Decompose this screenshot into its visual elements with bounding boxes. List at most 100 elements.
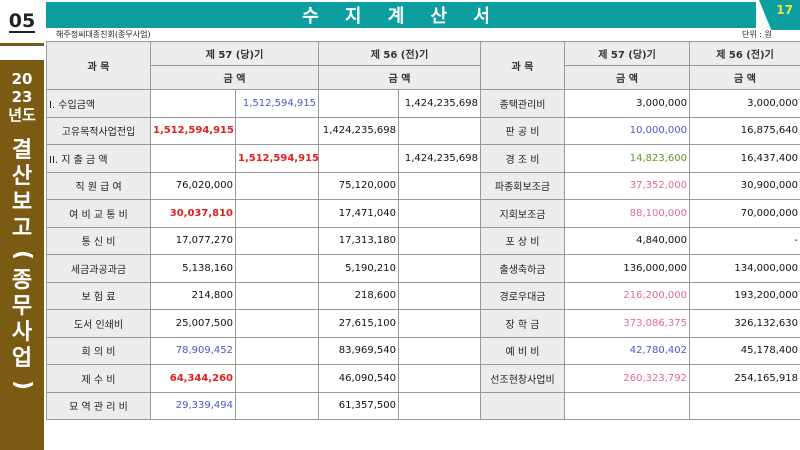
cur-amount-sub: 64,344,260 [150,364,236,393]
row-label: 고유목적사업전입 [46,116,151,145]
prev-amount: 193,200,000 [689,281,800,310]
prev-amount-sub: 83,969,540 [318,336,399,365]
cur-amount: 14,823,600 [564,144,690,173]
prev-amount-sub: 17,471,040 [318,199,399,228]
vertical-char: 고 [11,216,33,241]
cur-period-header: 제 57 (당)기 [564,41,690,66]
prev-amount-sub [318,89,399,118]
cur-amount: 216,200,000 [564,281,690,310]
vertical-char: 결 [11,138,33,163]
page-number-badge: 17 [759,0,800,30]
year-line: 20 [11,70,33,88]
page-number: 17 [776,3,793,17]
prev-amount-sub: 75,120,000 [318,171,399,200]
cur-amount: 4,840,000 [564,226,690,255]
cur-amount-sub: 30,037,810 [150,199,236,228]
year-line: 23 [11,88,33,106]
cur-amount-sub: 214,800 [150,281,236,310]
prev-amount-sub: 27,615,100 [318,309,399,338]
cur-amount-sub: 76,020,000 [150,171,236,200]
cur-amount-sub [150,89,236,118]
table-row: 도서 인쇄비 25,007,500 27,615,100 장 학 금 373,086,3… [46,309,800,338]
section-number: 05 [0,0,44,46]
prev-period-header: 제 56 (전)기 [689,41,800,66]
table-row: 통 신 비 17,077,270 17,313,180 포 상 비 4,840,000- [46,226,800,255]
prev-amount-sub: 17,313,180 [318,226,399,255]
cur-amount: 10,000,000 [564,116,690,145]
row-label: 여 비 교 통 비 [46,199,151,228]
cur-amount-sub: 78,909,452 [150,336,236,365]
cur-amount-sub: 25,007,500 [150,309,236,338]
cur-amount-total [235,199,319,228]
cur-amount-sub: 1,512,594,915 [150,116,236,145]
cur-amount-total [235,254,319,283]
row-label: 판 공 비 [480,116,565,145]
amount-header: 금 액 [564,65,690,90]
row-label: 통 신 비 [46,226,151,255]
row-label: 경 조 비 [480,144,565,173]
page-title: 수 지 계 산 서 [46,2,756,28]
cur-amount-total [235,391,319,420]
prev-amount-total [398,254,481,283]
sidebar-vertical-title: 결 산 보 고 ( 종 무 사 업 ) [0,138,44,398]
vertical-paren-open: ( [10,249,35,261]
org-name: 해주정씨대종친회(종무사업) [56,30,151,39]
subject-header: 과 목 [480,41,565,90]
sub-info: 해주정씨대종친회(종무사업) 단위 : 원 [46,29,800,41]
prev-amount-total: 1,424,235,698 [398,89,481,118]
prev-amount: 3,000,000 [689,89,800,118]
cur-amount-total: 1,512,594,915 [235,144,319,173]
row-label: 보 험 료 [46,281,151,310]
year-line: 년도 [8,106,36,124]
row-label: 종택관리비 [480,89,565,118]
prev-amount-total [398,171,481,200]
prev-amount-sub: 1,424,235,698 [318,116,399,145]
statement-table: 과 목 제 57 (당)기 제 56 (전)기 과 목 제 57 (당)기 제 … [46,41,800,420]
cur-amount-total [235,309,319,338]
prev-amount-sub: 61,357,500 [318,391,399,420]
row-label: 포 상 비 [480,226,565,255]
prev-amount-total [398,391,481,420]
cur-amount-total [235,364,319,393]
prev-amount: 30,900,000 [689,171,800,200]
table-row: 직 원 급 여 76,020,000 75,120,000 파종회보조금 37,352,… [46,171,800,200]
prev-amount: - [689,226,800,255]
cur-amount: 3,000,000 [564,89,690,118]
row-label: 회 의 비 [46,336,151,365]
row-label: II. 지 출 금 액 [46,144,151,173]
cur-amount: 88,100,000 [564,199,690,228]
row-label: 제 수 비 [46,364,151,393]
table-row: 세금과공과금 5,138,160 5,190,210 출생축하금 136,000,000… [46,254,800,283]
cur-amount [564,391,690,420]
prev-amount: 16,437,400 [689,144,800,173]
cur-amount-total: 1,512,594,915 [235,89,319,118]
prev-amount: 326,132,630 [689,309,800,338]
row-label: 지회보조금 [480,199,565,228]
row-label: I. 수입금액 [46,89,151,118]
vertical-char: 사 [11,320,33,345]
cur-amount-sub [150,144,236,173]
row-label: 묘 역 관 리 비 [46,391,151,420]
prev-amount-sub: 218,600 [318,281,399,310]
subject-header: 과 목 [46,41,151,90]
row-label: 예 비 비 [480,336,565,365]
vertical-char: 산 [11,164,33,189]
prev-amount-total [398,281,481,310]
table-row: I. 수입금액 1,512,594,915 1,424,235,698 종택관리비 3,… [46,89,800,118]
amount-header: 금 액 [318,65,481,90]
prev-amount-total: 1,424,235,698 [398,144,481,173]
table-row: 여 비 교 통 비 30,037,810 17,471,040 지회보조금 88,100… [46,199,800,228]
prev-amount-sub: 5,190,210 [318,254,399,283]
table-row: II. 지 출 금 액 1,512,594,915 1,424,235,698 경 조… [46,144,800,173]
unit-label: 단위 : 원 [742,30,772,39]
table-row: 보 험 료 214,800 218,600 경로우대금 216,200,000 193,2… [46,281,800,310]
cur-amount: 136,000,000 [564,254,690,283]
cur-amount: 42,780,402 [564,336,690,365]
vertical-paren-close: ) [10,379,35,391]
cur-amount: 260,323,792 [564,364,690,393]
prev-amount [689,391,800,420]
prev-amount: 134,000,000 [689,254,800,283]
cur-amount-sub: 5,138,160 [150,254,236,283]
prev-period-header: 제 56 (전)기 [318,41,481,66]
row-label: 선조현창사업비 [480,364,565,393]
